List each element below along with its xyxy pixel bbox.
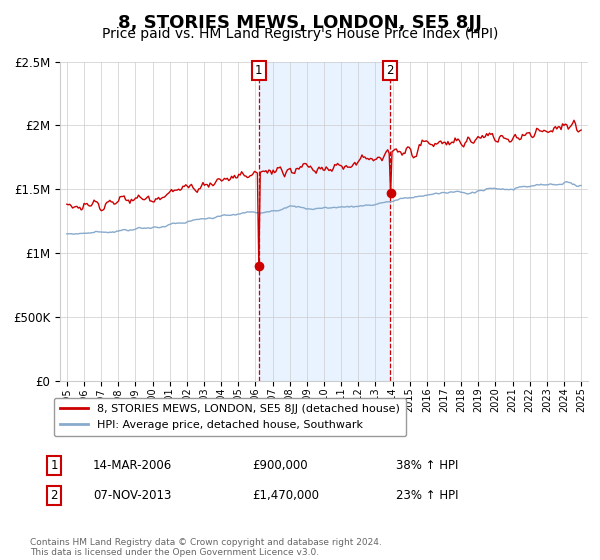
Text: Price paid vs. HM Land Registry's House Price Index (HPI): Price paid vs. HM Land Registry's House … xyxy=(102,27,498,41)
Text: 2: 2 xyxy=(386,64,394,77)
Text: 2: 2 xyxy=(50,489,58,502)
Text: Contains HM Land Registry data © Crown copyright and database right 2024.
This d: Contains HM Land Registry data © Crown c… xyxy=(30,538,382,557)
Bar xyxy=(259,62,390,381)
Text: 8, STORIES MEWS, LONDON, SE5 8JJ: 8, STORIES MEWS, LONDON, SE5 8JJ xyxy=(118,14,482,32)
Text: 38% ↑ HPI: 38% ↑ HPI xyxy=(396,459,458,473)
Text: £1,470,000: £1,470,000 xyxy=(252,489,319,502)
Text: 1: 1 xyxy=(255,64,263,77)
Text: 14-MAR-2006: 14-MAR-2006 xyxy=(93,459,172,473)
Text: 23% ↑ HPI: 23% ↑ HPI xyxy=(396,489,458,502)
Text: 07-NOV-2013: 07-NOV-2013 xyxy=(93,489,172,502)
Legend: 8, STORIES MEWS, LONDON, SE5 8JJ (detached house), HPI: Average price, detached : 8, STORIES MEWS, LONDON, SE5 8JJ (detach… xyxy=(53,398,406,436)
Text: £900,000: £900,000 xyxy=(252,459,308,473)
Text: 1: 1 xyxy=(50,459,58,473)
